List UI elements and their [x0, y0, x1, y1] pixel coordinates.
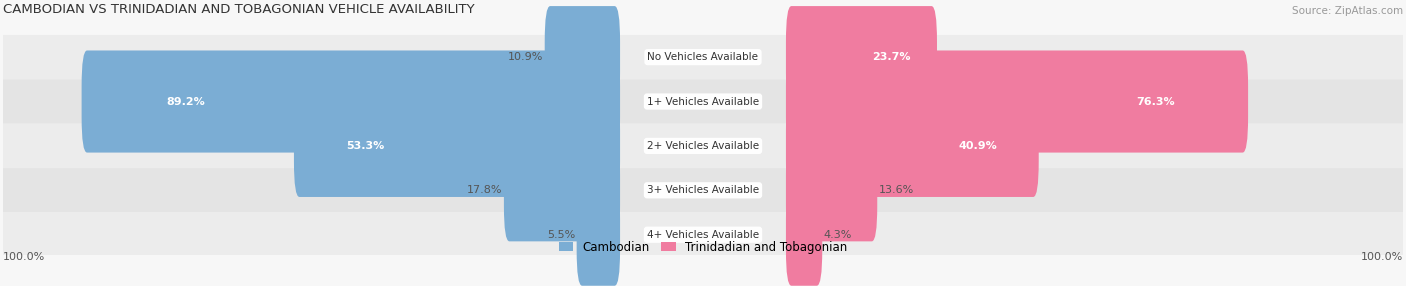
Text: 10.9%: 10.9% — [508, 52, 543, 62]
Text: 5.5%: 5.5% — [547, 230, 575, 240]
Text: 1+ Vehicles Available: 1+ Vehicles Available — [647, 97, 759, 106]
Text: 76.3%: 76.3% — [1136, 97, 1175, 106]
FancyBboxPatch shape — [786, 50, 1249, 152]
Text: 100.0%: 100.0% — [3, 253, 45, 263]
FancyBboxPatch shape — [503, 139, 620, 241]
FancyBboxPatch shape — [544, 6, 620, 108]
FancyBboxPatch shape — [786, 6, 936, 108]
Text: CAMBODIAN VS TRINIDADIAN AND TOBAGONIAN VEHICLE AVAILABILITY: CAMBODIAN VS TRINIDADIAN AND TOBAGONIAN … — [3, 3, 474, 16]
Text: 89.2%: 89.2% — [166, 97, 205, 106]
Legend: Cambodian, Trinidadian and Tobagonian: Cambodian, Trinidadian and Tobagonian — [558, 241, 848, 254]
FancyBboxPatch shape — [786, 139, 877, 241]
Text: 4+ Vehicles Available: 4+ Vehicles Available — [647, 230, 759, 240]
FancyBboxPatch shape — [786, 95, 1039, 197]
FancyBboxPatch shape — [3, 124, 1403, 168]
FancyBboxPatch shape — [3, 79, 1403, 124]
Text: 2+ Vehicles Available: 2+ Vehicles Available — [647, 141, 759, 151]
Text: 17.8%: 17.8% — [467, 185, 502, 195]
Text: 40.9%: 40.9% — [959, 141, 997, 151]
Text: Source: ZipAtlas.com: Source: ZipAtlas.com — [1292, 6, 1403, 16]
Text: 100.0%: 100.0% — [1361, 253, 1403, 263]
Text: 3+ Vehicles Available: 3+ Vehicles Available — [647, 185, 759, 195]
FancyBboxPatch shape — [786, 184, 823, 286]
FancyBboxPatch shape — [3, 168, 1403, 212]
Text: 13.6%: 13.6% — [879, 185, 914, 195]
Text: 53.3%: 53.3% — [347, 141, 385, 151]
FancyBboxPatch shape — [82, 50, 620, 152]
Text: No Vehicles Available: No Vehicles Available — [648, 52, 758, 62]
Text: 4.3%: 4.3% — [824, 230, 852, 240]
FancyBboxPatch shape — [576, 184, 620, 286]
FancyBboxPatch shape — [3, 35, 1403, 79]
Text: 23.7%: 23.7% — [872, 52, 911, 62]
FancyBboxPatch shape — [294, 95, 620, 197]
FancyBboxPatch shape — [3, 212, 1403, 257]
